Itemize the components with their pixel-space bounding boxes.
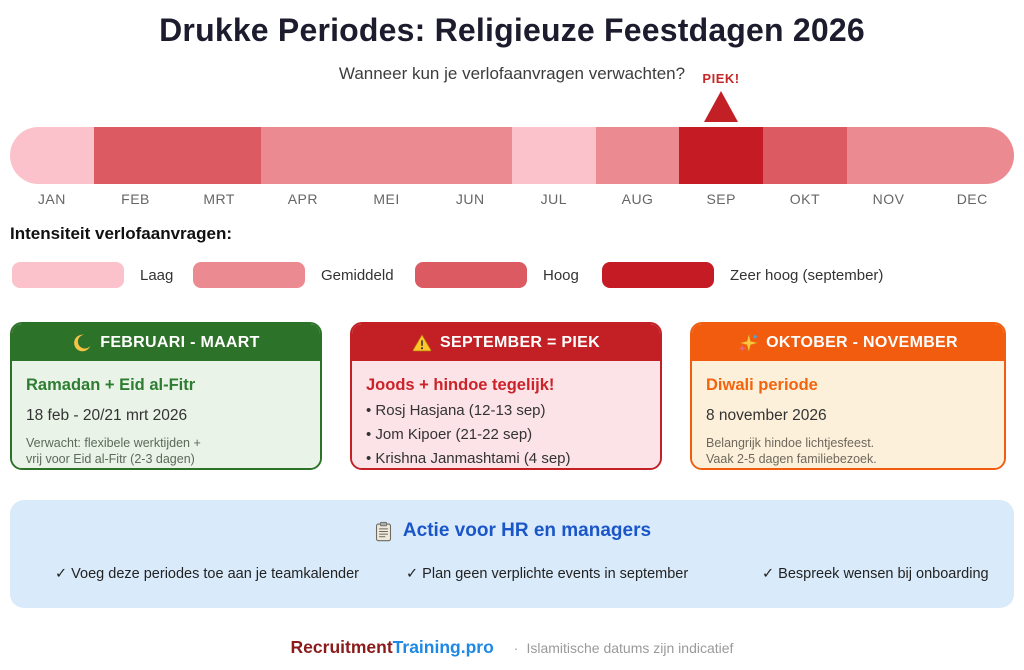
card-header: SEPTEMBER = PIEK bbox=[352, 324, 660, 361]
month-label-apr: APR bbox=[287, 191, 318, 207]
timeline-segment-dec bbox=[930, 127, 1014, 184]
legend-swatch-laag bbox=[12, 262, 124, 288]
card-note: Belangrijk hindoe lichtjesfeest. Vaak 2-… bbox=[706, 435, 990, 468]
sparkle-icon bbox=[738, 333, 758, 353]
month-label-nov: NOV bbox=[872, 191, 905, 207]
legend-label: Laag bbox=[140, 266, 174, 284]
month-label-aug: AUG bbox=[621, 191, 654, 207]
timeline-segment-sep bbox=[679, 127, 764, 184]
legend-item-gemiddeld: Gemiddeld bbox=[193, 262, 394, 288]
footer-disclaimer: Islamitische datums zijn indicatief bbox=[526, 640, 734, 656]
footer: Recruitment Training.pro · Islamitische … bbox=[0, 637, 1024, 658]
card-body: Joods + hindoe tegelijk! • Rosj Hasjana … bbox=[352, 361, 660, 468]
card-bullet: • Krishna Janmashtami (4 sep) bbox=[366, 450, 571, 467]
legend-label: Zeer hoog (september) bbox=[730, 266, 884, 284]
month-label-jan: JAN bbox=[37, 191, 66, 207]
timeline-segment-okt bbox=[763, 127, 847, 184]
legend-swatch-hoog bbox=[415, 262, 527, 288]
timeline-segment-feb bbox=[93, 127, 178, 184]
card-note-line: Verwacht: flexibele werktijden + bbox=[26, 436, 201, 450]
card-bullet: • Jom Kipoer (21-22 sep) bbox=[366, 426, 533, 443]
card-title: Diwali periode bbox=[706, 376, 818, 394]
brand-name-part2: Training.pro bbox=[392, 637, 494, 657]
timeline-segment-mrt bbox=[177, 127, 262, 184]
peak-marker-triangle-icon bbox=[704, 91, 738, 122]
card-note: Verwacht: flexibele werktijden + vrij vo… bbox=[26, 435, 306, 468]
month-label-mei: MEI bbox=[373, 191, 400, 207]
card-body: Diwali periode 8 november 2026 Belangrij… bbox=[692, 361, 1004, 468]
card-note-line: Vaak 2-5 dagen familiebezoek. bbox=[706, 452, 877, 467]
card-date: 18 feb - 20/21 mrt 2026 bbox=[26, 407, 188, 424]
timeline-heat-bar bbox=[10, 127, 1014, 184]
legend-swatch-gemiddeld bbox=[193, 262, 305, 288]
warning-icon bbox=[412, 333, 432, 353]
timeline-segment-jun bbox=[428, 127, 513, 184]
card-februari-maart: FEBRUARI - MAART Ramadan + Eid al-Fitr 1… bbox=[10, 322, 322, 470]
month-label-jun: JUN bbox=[455, 191, 485, 207]
page-subtitle: Wanneer kun je verlofaanvragen verwachte… bbox=[338, 64, 686, 83]
legend-label: Hoog bbox=[543, 266, 579, 284]
card-header: OKTOBER - NOVEMBER bbox=[692, 324, 1004, 361]
card-header-label: FEBRUARI - MAART bbox=[100, 333, 260, 351]
action-panel-title: Actie voor HR en managers bbox=[402, 520, 652, 541]
card-header-label: OKTOBER - NOVEMBER bbox=[766, 333, 958, 351]
card-bullet: • Rosj Hasjana (12-13 sep) bbox=[366, 402, 546, 419]
month-label-dec: DEC bbox=[956, 191, 988, 207]
card-oktober-november: OKTOBER - NOVEMBER Diwali periode 8 nove… bbox=[690, 322, 1006, 470]
page-title: Drukke Periodes: Religieuze Feestdagen 2… bbox=[159, 12, 865, 48]
timeline-segment-jul bbox=[512, 127, 596, 184]
legend-heading: Intensiteit verlofaanvragen: bbox=[10, 224, 233, 243]
peak-label: PIEK! bbox=[702, 71, 740, 86]
timeline-segment-apr bbox=[261, 127, 345, 184]
timeline-segment-aug bbox=[595, 127, 680, 184]
legend-swatch-zeer-hoog bbox=[602, 262, 714, 288]
legend-label: Gemiddeld bbox=[321, 266, 394, 284]
card-note-line: Belangrijk hindoe lichtjesfeest. bbox=[706, 436, 875, 450]
month-label-sep: SEP bbox=[706, 191, 736, 207]
legend-item-hoog: Hoog bbox=[415, 262, 579, 288]
action-item-onboarding: ✓ Bespreek wensen bij onboarding bbox=[762, 566, 989, 582]
card-title: Joods + hindoe tegelijk! bbox=[366, 376, 555, 394]
card-title: Ramadan + Eid al-Fitr bbox=[26, 376, 196, 394]
hr-action-panel: Actie voor HR en managers ✓ Voeg deze pe… bbox=[10, 500, 1014, 608]
brand-name-part1: Recruitment bbox=[290, 637, 393, 657]
month-labels-row: JAN FEB MRT APR MEI JUN JUL AUG SEP OKT … bbox=[10, 191, 1014, 207]
card-header: FEBRUARI - MAART bbox=[12, 324, 320, 361]
card-header-label: SEPTEMBER = PIEK bbox=[440, 333, 600, 351]
month-label-jul: JUL bbox=[540, 191, 568, 207]
action-panel-heading: Actie voor HR en managers bbox=[10, 520, 1014, 542]
action-item-geen-events: ✓ Plan geen verplichte events in septemb… bbox=[406, 566, 689, 582]
timeline-segment-nov bbox=[846, 127, 931, 184]
legend-item-laag: Laag bbox=[12, 262, 173, 288]
timeline-segment-jan bbox=[10, 127, 94, 184]
crescent-moon-icon bbox=[72, 333, 92, 353]
footer-separator: · bbox=[513, 640, 519, 656]
timeline-segment-mei bbox=[344, 127, 429, 184]
action-item-teamkalender: ✓ Voeg deze periodes toe aan je teamkale… bbox=[55, 566, 359, 582]
clipboard-icon bbox=[373, 521, 394, 542]
card-date: 8 november 2026 bbox=[706, 407, 827, 424]
month-label-mrt: MRT bbox=[203, 191, 235, 207]
legend-item-zeer-hoog: Zeer hoog (september) bbox=[602, 262, 883, 288]
card-september-piek: SEPTEMBER = PIEK Joods + hindoe tegelijk… bbox=[350, 322, 662, 470]
month-label-okt: OKT bbox=[789, 191, 821, 207]
card-body: Ramadan + Eid al-Fitr 18 feb - 20/21 mrt… bbox=[12, 361, 320, 468]
card-note-line: vrij voor Eid al-Fitr (2-3 dagen) bbox=[26, 452, 195, 467]
month-label-feb: FEB bbox=[121, 191, 150, 207]
